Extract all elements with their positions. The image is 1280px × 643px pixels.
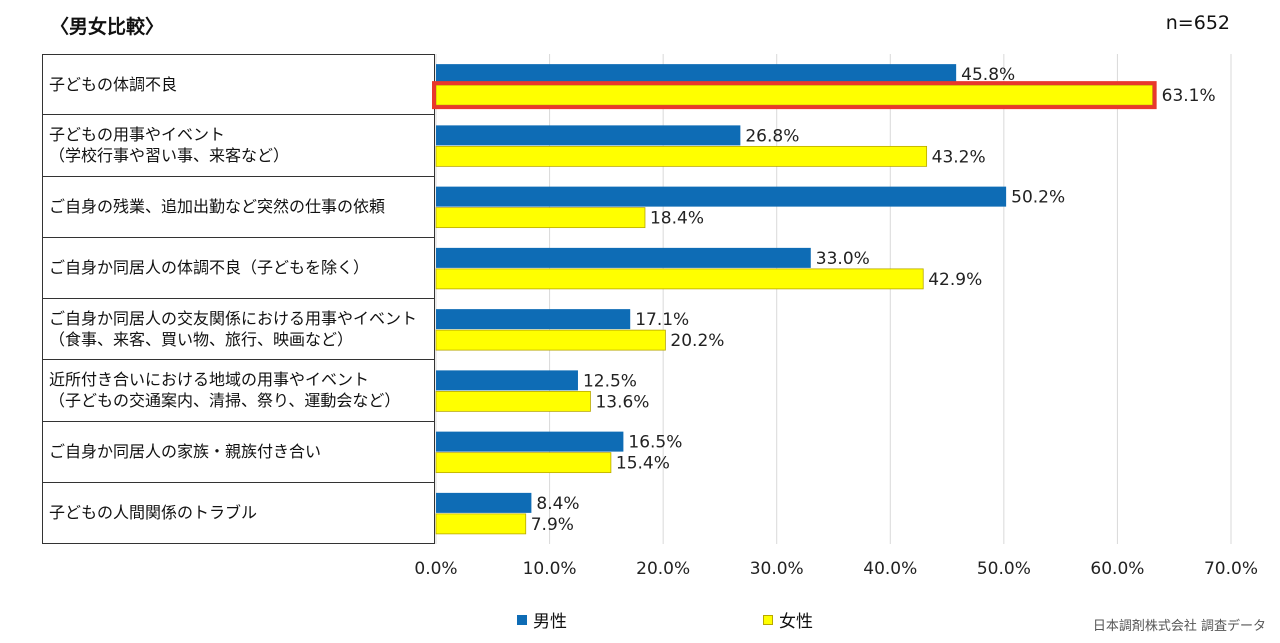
source-credit: 日本調剤株式会社 調査データ: [1092, 619, 1266, 634]
data-label: 15.4%: [616, 454, 670, 474]
bar-male: [436, 186, 1007, 207]
x-tick-label: 70.0%: [1204, 559, 1258, 579]
data-label: 43.2%: [932, 147, 986, 167]
bar-male: [436, 370, 578, 391]
data-label: 45.8%: [961, 65, 1015, 85]
data-label: 42.9%: [928, 270, 982, 290]
legend-label-female: 女性: [779, 612, 813, 632]
data-label: 18.4%: [650, 209, 704, 229]
bar-female: [435, 145, 928, 167]
x-tick-label: 30.0%: [750, 559, 804, 579]
category-label: 子どもの人間関係のトラブル: [42, 482, 435, 544]
category-label: ご自身か同居人の交友関係における用事やイベント （食事、来客、買い物、旅行、映画な…: [42, 299, 435, 361]
x-tick-label: 40.0%: [863, 559, 917, 579]
data-label: 50.2%: [1011, 188, 1065, 208]
legend-swatch-female: [763, 614, 773, 625]
bar-female: [435, 207, 646, 229]
category-label-line: 子どもの人間関係のトラブル: [49, 503, 258, 523]
category-label-line: ご自身の残業、追加出勤など突然の仕事の依頼: [49, 197, 386, 217]
category-label-line: ご自身か同居人の交友関係における用事やイベント: [49, 309, 418, 329]
data-label: 63.1%: [1162, 86, 1216, 106]
legend-swatch-male: [517, 614, 527, 625]
category-label: ご自身の残業、追加出勤など突然の仕事の依頼: [42, 176, 435, 238]
bar-male: [436, 125, 741, 146]
legend-item-male: 男性: [517, 607, 567, 632]
data-label: 26.8%: [745, 126, 799, 146]
data-label: 7.9%: [531, 515, 574, 535]
category-label-line: （子どもの交通案内、清掃、祭り、運動会など）: [49, 391, 401, 411]
data-label: 20.2%: [670, 331, 724, 351]
category-label: ご自身か同居人の家族・親族付き合い: [42, 421, 435, 483]
category-label-line: （食事、来客、買い物、旅行、映画など）: [49, 330, 354, 350]
x-tick-label: 50.0%: [977, 559, 1031, 579]
data-label: 13.6%: [595, 392, 649, 412]
category-label-line: 子どもの用事やイベント: [49, 125, 226, 145]
bar-female: [435, 84, 1154, 106]
category-label-line: （学校行事や習い事、来客など）: [49, 146, 290, 166]
data-label: 17.1%: [635, 310, 689, 330]
category-label-line: ご自身か同居人の家族・親族付き合い: [49, 442, 322, 462]
chart-title: 〈男女比較〉: [50, 16, 165, 38]
category-label: 子どもの用事やイベント （学校行事や習い事、来客など）: [42, 115, 435, 177]
x-tick-label: 10.0%: [523, 559, 577, 579]
x-tick-label: 60.0%: [1090, 559, 1144, 579]
category-label: ご自身か同居人の体調不良（子どもを除く）: [42, 237, 435, 299]
data-label: 8.4%: [536, 494, 579, 514]
bar-female: [435, 268, 924, 290]
bar-male: [436, 309, 631, 330]
bar-male: [436, 492, 532, 513]
category-label-line: 近所付き合いにおける地域の用事やイベント: [49, 370, 370, 390]
sample-size: n=652: [1165, 12, 1230, 34]
data-label: 33.0%: [816, 249, 870, 269]
category-label-line: 子どもの体調不良: [49, 75, 178, 95]
category-label: 近所付き合いにおける地域の用事やイベント （子どもの交通案内、清掃、祭り、運動会な…: [42, 360, 435, 422]
bar-female: [435, 452, 612, 474]
data-label: 16.5%: [628, 433, 682, 453]
bar-male: [436, 247, 811, 268]
legend-label-male: 男性: [533, 612, 567, 632]
category-label-line: ご自身か同居人の体調不良（子どもを除く）: [49, 258, 370, 278]
bar-female: [435, 390, 591, 412]
x-tick-label: 20.0%: [636, 559, 690, 579]
x-tick-label: 0.0%: [414, 559, 457, 579]
legend-item-female: 女性: [763, 607, 813, 632]
bar-female: [435, 513, 527, 535]
bar-female: [435, 329, 666, 351]
highlight-frame: [432, 81, 1157, 110]
bar-male: [436, 431, 624, 452]
data-label: 12.5%: [583, 371, 637, 391]
bar-male: [436, 64, 957, 85]
